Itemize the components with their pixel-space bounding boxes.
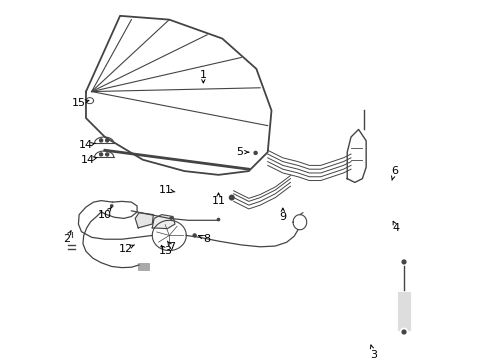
Text: 15: 15 — [72, 98, 86, 108]
Text: 14: 14 — [81, 155, 95, 165]
Text: 9: 9 — [279, 212, 287, 221]
Circle shape — [99, 139, 102, 142]
Circle shape — [99, 153, 102, 156]
Circle shape — [192, 233, 197, 238]
Circle shape — [400, 328, 408, 336]
Text: 3: 3 — [370, 350, 377, 360]
Bar — [138, 263, 149, 270]
Text: 13: 13 — [158, 246, 172, 256]
Circle shape — [254, 152, 257, 154]
Circle shape — [106, 153, 109, 156]
Circle shape — [402, 260, 406, 264]
Text: 5: 5 — [236, 147, 243, 157]
Bar — [398, 292, 410, 330]
Text: 8: 8 — [203, 234, 211, 244]
Circle shape — [169, 215, 174, 221]
Circle shape — [106, 139, 109, 142]
Circle shape — [218, 219, 220, 221]
Circle shape — [193, 234, 196, 237]
Text: 1: 1 — [200, 69, 207, 80]
Circle shape — [361, 105, 368, 112]
Polygon shape — [152, 215, 175, 229]
Circle shape — [109, 203, 115, 209]
Text: 10: 10 — [98, 210, 112, 220]
Circle shape — [402, 330, 406, 334]
Text: 11: 11 — [158, 185, 172, 195]
Text: 12: 12 — [119, 244, 133, 254]
Circle shape — [229, 194, 235, 201]
Text: 2: 2 — [63, 234, 70, 244]
Text: 14: 14 — [79, 140, 93, 150]
Circle shape — [68, 224, 75, 231]
Text: 6: 6 — [391, 166, 398, 176]
Circle shape — [252, 150, 259, 156]
Circle shape — [69, 236, 74, 242]
Text: 11: 11 — [212, 196, 225, 206]
Polygon shape — [135, 213, 153, 228]
Text: 4: 4 — [393, 223, 400, 233]
Circle shape — [226, 192, 238, 203]
Circle shape — [399, 257, 409, 266]
Circle shape — [111, 205, 113, 207]
Circle shape — [165, 238, 170, 242]
Circle shape — [170, 217, 172, 219]
Circle shape — [216, 217, 221, 222]
Text: 7: 7 — [168, 242, 175, 252]
